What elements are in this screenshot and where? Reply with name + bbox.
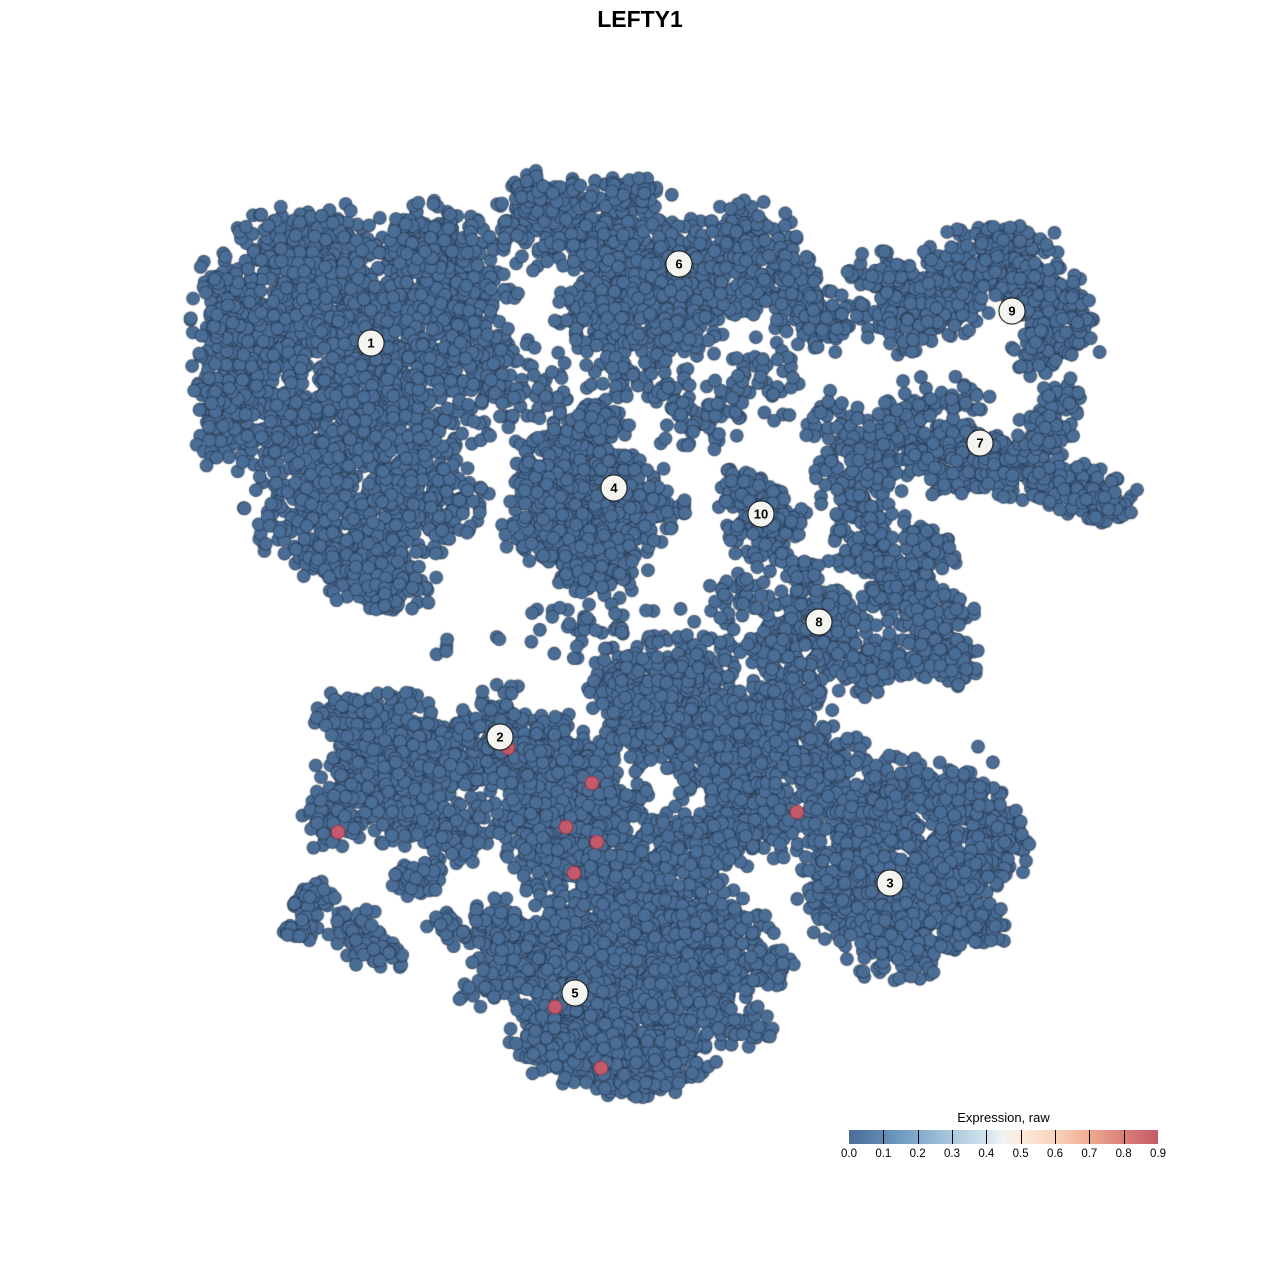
legend-tick-line <box>883 1130 885 1144</box>
legend-tick-line <box>1123 1130 1125 1144</box>
legend-tick-labels: 0.0 0.1 0.2 0.3 0.4 0.5 0.6 0.7 0.8 0.9 <box>841 1148 1166 1163</box>
expression-legend: Expression, raw 0.0 0.1 0.2 0.3 0.4 0.5 0.6 0.7… <box>841 1110 1166 1163</box>
legend-tick-label: 0.6 <box>1047 1148 1063 1160</box>
legend-tick-label: 0.9 <box>1150 1148 1166 1160</box>
legend-tick-label: 0.8 <box>1115 1148 1132 1160</box>
legend-tick-line <box>1020 1130 1022 1144</box>
legend-title: Expression, raw <box>957 1110 1050 1125</box>
legend-tick-line <box>1089 1130 1091 1144</box>
legend-tick-line <box>917 1130 919 1144</box>
legend-tick-label: 0.1 <box>875 1148 892 1160</box>
legend-tick-line <box>952 1130 953 1144</box>
legend-tick-label: 0.5 <box>1012 1148 1029 1160</box>
legend-tick-label: 0.7 <box>1081 1148 1098 1160</box>
legend-tick-label: 0.2 <box>909 1148 926 1160</box>
legend-tick-line <box>986 1130 988 1144</box>
legend-colorbar <box>849 1130 1158 1144</box>
legend-tick-label: 0.4 <box>978 1148 995 1160</box>
legend-tick-label: 0.3 <box>944 1148 960 1160</box>
legend-tick-label: 0.0 <box>841 1148 857 1160</box>
legend-tick-line <box>1055 1130 1056 1144</box>
